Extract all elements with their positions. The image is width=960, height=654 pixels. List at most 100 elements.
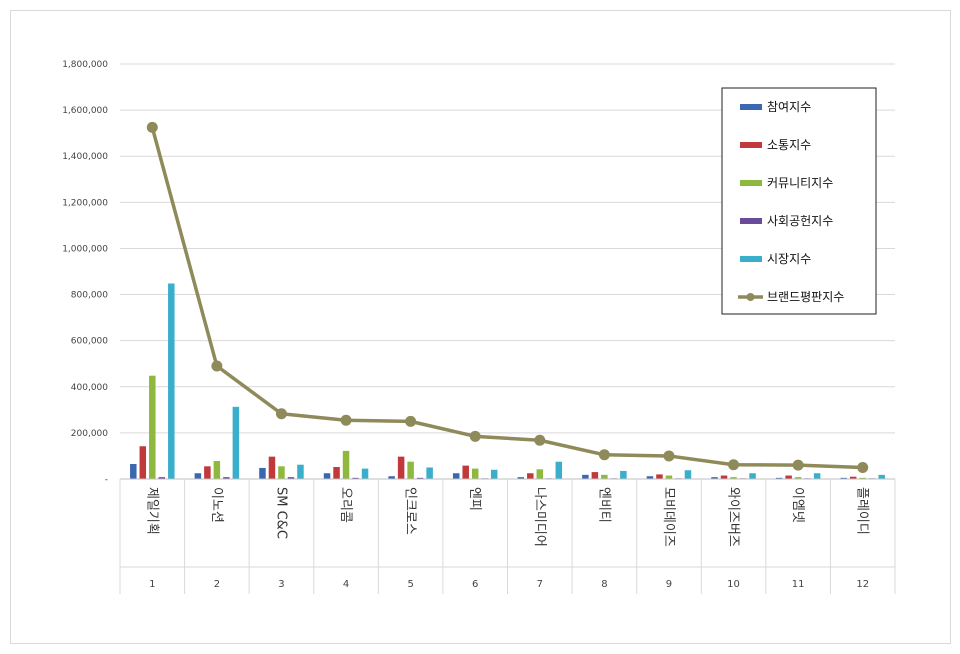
legend-label: 시장지수 — [767, 252, 811, 266]
bar — [452, 473, 460, 479]
legend-swatch — [740, 218, 762, 224]
bar — [591, 472, 599, 479]
bar — [849, 476, 857, 479]
rank-label: 1 — [149, 579, 155, 590]
bar — [223, 477, 230, 479]
line-point — [340, 414, 352, 426]
legend-label: 참여지수 — [767, 100, 811, 114]
bar — [213, 461, 221, 479]
rank-label: 11 — [792, 579, 805, 590]
bar — [342, 450, 350, 479]
bar — [259, 467, 266, 479]
bar — [323, 473, 331, 479]
category-label: 나스미디어 — [532, 487, 547, 547]
bar — [684, 470, 692, 479]
y-tick-label: 400,000 — [71, 383, 108, 393]
line-point — [663, 450, 675, 462]
bar — [168, 283, 175, 479]
y-tick-label: 1,200,000 — [62, 198, 108, 208]
y-tick-label: 1,600,000 — [62, 106, 108, 116]
bar — [536, 469, 544, 479]
bar — [139, 446, 147, 479]
category-label: 엔피 — [467, 487, 482, 511]
bar — [490, 469, 498, 479]
y-axis-ticks: - 200,000 400,000 600,000 800,000 1,000,000 1,… — [62, 60, 108, 485]
rank-label: 4 — [343, 579, 349, 590]
category-label: 인크로스 — [403, 487, 418, 535]
line-series — [146, 121, 869, 473]
rank-label: 8 — [601, 579, 607, 590]
bar — [297, 464, 304, 479]
bar — [601, 474, 608, 479]
bar-series — [130, 283, 885, 479]
bar — [527, 473, 534, 479]
legend-box — [721, 87, 877, 315]
category-label: 와이즈버즈 — [726, 487, 741, 547]
bar — [878, 474, 885, 479]
legend-swatch — [740, 142, 762, 148]
legend-swatch — [740, 256, 762, 262]
y-tick-label: 1,400,000 — [62, 152, 108, 162]
legend-swatch — [740, 104, 762, 110]
line-point — [534, 434, 546, 446]
category-label: 엔비티 — [596, 487, 611, 523]
bar — [859, 477, 866, 479]
line-point — [598, 449, 610, 461]
bar — [794, 477, 802, 479]
bar — [361, 468, 369, 479]
legend-swatch — [740, 180, 762, 186]
bar — [730, 477, 737, 479]
bar — [278, 466, 285, 479]
bar — [287, 477, 295, 479]
line-point — [405, 415, 417, 427]
bar — [517, 477, 525, 479]
legend-label: 사회공헌지수 — [767, 214, 833, 228]
bar — [194, 473, 202, 479]
line-point — [792, 459, 804, 471]
bar — [720, 475, 728, 479]
y-tick-label: 800,000 — [71, 291, 108, 301]
y-tick-label: - — [105, 475, 108, 485]
bar — [158, 477, 166, 479]
bar — [785, 475, 792, 479]
bar — [711, 477, 718, 479]
bar — [620, 470, 627, 479]
bar — [333, 467, 340, 479]
rank-label: 3 — [278, 579, 284, 590]
legend-label: 브랜드평판지수 — [767, 290, 844, 304]
series-line — [150, 126, 863, 470]
line-point — [146, 121, 158, 133]
legend-label: 소통지수 — [767, 138, 811, 152]
bar — [268, 456, 276, 479]
bar — [416, 477, 424, 479]
bar — [665, 475, 673, 479]
line-point — [275, 408, 287, 420]
bar — [749, 473, 756, 479]
y-tick-label: 600,000 — [71, 337, 108, 347]
rank-label: 9 — [666, 579, 672, 590]
line-point — [469, 430, 481, 442]
bar — [426, 467, 433, 479]
bar — [775, 477, 783, 479]
rank-label: 6 — [472, 579, 478, 590]
y-tick-label: 200,000 — [71, 429, 108, 439]
bar — [397, 456, 405, 479]
rank-label: 2 — [214, 579, 220, 590]
bar — [407, 461, 414, 479]
rank-label: 10 — [727, 579, 740, 590]
bar — [149, 375, 156, 479]
category-label: 플레이디 — [855, 487, 870, 535]
bar — [471, 468, 479, 479]
line-point — [728, 459, 740, 471]
category-label: 오리콤 — [338, 487, 353, 523]
category-label: 제일기획 — [144, 487, 159, 535]
line-point — [211, 360, 223, 372]
category-label: SM C&C — [273, 487, 288, 539]
line-point — [857, 461, 869, 473]
bar — [656, 474, 663, 479]
bar — [130, 464, 137, 479]
rank-label: 7 — [537, 579, 543, 590]
x-axis: 제일기획 1 이노션 2 SM C&C 3 오리콤 4 인크로스 5 엔피 6 나스미디어 7 엔비티 8 모비… — [119, 478, 896, 594]
